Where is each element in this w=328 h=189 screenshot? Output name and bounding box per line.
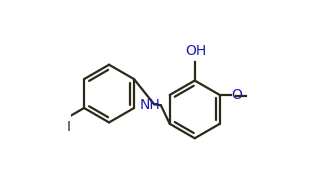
Text: NH: NH xyxy=(140,98,160,112)
Text: O: O xyxy=(232,88,242,102)
Text: I: I xyxy=(67,120,71,134)
Text: OH: OH xyxy=(185,44,206,58)
